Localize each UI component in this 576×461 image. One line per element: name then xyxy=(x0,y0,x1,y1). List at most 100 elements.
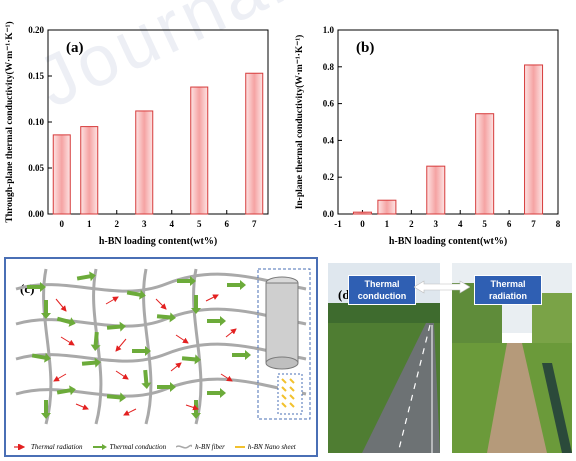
conduction-arrow xyxy=(106,321,126,332)
conduction-arrow xyxy=(81,357,101,368)
x-tick-label: 2 xyxy=(115,219,120,229)
conduction-arrow xyxy=(56,316,76,327)
thermal-radiation-tag: Thermal radiation xyxy=(474,275,542,305)
radiation-arrow xyxy=(170,362,182,372)
dirt-road-photo xyxy=(452,263,572,453)
y-tick-label: 0.2 xyxy=(323,172,335,182)
thermal-conduction-tag: Thermal conduction xyxy=(348,275,416,305)
y-tick-label: 0.8 xyxy=(323,62,335,72)
bar xyxy=(475,113,495,215)
y-tick-label: 0.6 xyxy=(323,99,335,109)
conduction-arrow xyxy=(157,382,176,392)
y-tick-label: 0.05 xyxy=(28,163,44,173)
bar xyxy=(426,165,446,215)
x-tick-label: 2 xyxy=(409,219,414,229)
conduction-arrow xyxy=(181,354,201,365)
fiber-schematic-panel: (c) Therma xyxy=(4,257,318,457)
bar xyxy=(52,134,71,215)
radiation-arrow xyxy=(185,404,199,411)
legend-fiber: h-BN fiber xyxy=(176,443,225,451)
radiation-arrow xyxy=(75,403,89,410)
radiation-arrow xyxy=(105,296,119,305)
conduction-arrow xyxy=(90,331,101,351)
yellow-line-icon xyxy=(234,446,245,448)
conduction-arrow xyxy=(156,312,176,323)
bar xyxy=(377,199,397,215)
y-axis-label: In-plane thermal conductivity(W·m⁻¹·K⁻¹) xyxy=(294,35,305,210)
chart-b: (b) 0.0 0.2 0.4 0.6 0.8 1.0 -1 0 1 2 3 4 5 6 7 8 h-BN loa… xyxy=(294,25,561,247)
conduction-arrow xyxy=(31,352,51,363)
chart-a: (a) 0.00 0.05 0.10 0.15 0.20 0 1 2 3 4 5 6 7 h-BN load… xyxy=(4,21,269,247)
radiation-arrow xyxy=(220,373,233,382)
legend-radiation: Thermal radiation xyxy=(14,443,83,451)
bar xyxy=(135,110,154,215)
legend-nanosheet: h-BN Nano sheet xyxy=(234,443,296,451)
fiber-network-diagram xyxy=(15,268,311,425)
bar xyxy=(524,64,544,215)
bar xyxy=(352,211,372,215)
radiation-arrow xyxy=(123,408,137,416)
y-tick-label: 0.20 xyxy=(28,25,44,35)
y-tick-label: 0.10 xyxy=(28,117,44,127)
x-tick-label: 4 xyxy=(170,219,175,229)
red-arrow-icon xyxy=(14,444,26,450)
y-tick-label: 0.0 xyxy=(323,209,335,219)
radiation-arrow xyxy=(115,370,129,380)
legend-conduction: Thermal conduction xyxy=(92,443,166,451)
x-tick-label: 5 xyxy=(197,219,202,229)
radiation-arrow xyxy=(205,294,219,302)
plot-frame xyxy=(337,29,559,215)
conduction-arrow xyxy=(126,289,146,300)
x-tick-label: 7 xyxy=(531,219,536,229)
green-arrow-icon xyxy=(92,444,107,450)
y-axis-label: Through-plane thermal conductivity(W·m⁻¹… xyxy=(4,21,15,222)
x-axis-label: h-BN loading content(wt%) xyxy=(99,236,217,247)
schematic-legend: Thermal radiation Thermal conduction h-B… xyxy=(14,443,296,451)
radiation-arrow xyxy=(55,298,67,312)
radiation-arrow xyxy=(225,328,237,338)
bar xyxy=(80,126,99,215)
conduction-arrow xyxy=(132,346,151,356)
x-tick-label: 6 xyxy=(225,219,230,229)
x-tick-label: 6 xyxy=(507,219,512,229)
x-tick-label: 3 xyxy=(434,219,439,229)
panel-label: (b) xyxy=(356,40,374,56)
y-tick-label: 0.15 xyxy=(28,71,44,81)
x-tick-label: 1 xyxy=(385,219,390,229)
double-arrow-icon xyxy=(414,280,470,294)
conduction-arrow xyxy=(56,385,76,396)
conduction-arrow xyxy=(41,400,51,419)
x-tick-label: 1 xyxy=(87,219,92,229)
radiation-arrow xyxy=(115,338,127,352)
y-tick-label: 0.00 xyxy=(28,209,44,219)
radiation-arrow xyxy=(53,373,67,382)
conduction-arrow xyxy=(191,295,201,314)
conduction-arrow xyxy=(207,388,226,398)
conduction-arrow xyxy=(232,350,251,360)
y-tick-label: 1.0 xyxy=(323,25,335,35)
gray-wave-icon xyxy=(176,444,193,449)
radiation-arrow xyxy=(175,334,189,344)
field-photos-panel: (d) Thermal conduction Thermal radiation xyxy=(328,263,572,453)
radiation-arrow xyxy=(155,298,167,310)
conduction-arrow xyxy=(227,280,246,290)
x-axis-label: h-BN loading content(wt%) xyxy=(389,236,507,247)
conduction-arrow xyxy=(207,316,226,326)
x-tick-label: 5 xyxy=(482,219,487,229)
conduction-arrow xyxy=(27,282,46,292)
y-tick-label: 0.4 xyxy=(323,135,335,145)
conduction-arrow xyxy=(177,276,196,286)
x-tick-label: 0 xyxy=(360,219,365,229)
conduction-arrow xyxy=(141,369,152,389)
bar xyxy=(190,86,209,215)
bar xyxy=(245,72,264,215)
x-tick-label: 4 xyxy=(458,219,463,229)
x-tick-label: 8 xyxy=(556,219,561,229)
x-tick-label: 3 xyxy=(142,219,147,229)
x-tick-label: 0 xyxy=(60,219,65,229)
x-tick-label: 7 xyxy=(252,219,257,229)
conduction-arrow xyxy=(41,300,51,319)
panel-label: (a) xyxy=(66,40,84,56)
radiation-arrow xyxy=(60,336,75,346)
x-tick-label: -1 xyxy=(334,219,342,229)
